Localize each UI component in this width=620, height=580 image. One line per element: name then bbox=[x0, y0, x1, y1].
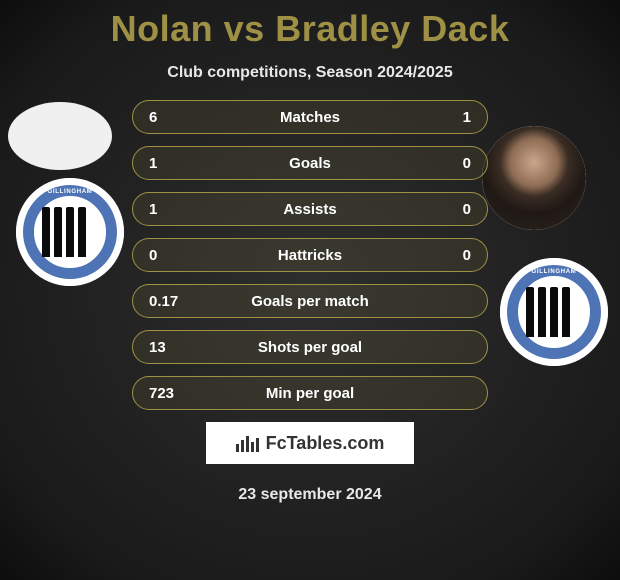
club-badge-right: GILLINGHAM bbox=[500, 258, 608, 366]
footer-date: 23 september 2024 bbox=[0, 486, 620, 504]
player-left-avatar bbox=[8, 102, 112, 170]
stat-label: Min per goal bbox=[133, 385, 487, 402]
footer-brand-text: FcTables.com bbox=[266, 433, 385, 454]
stat-label: Matches bbox=[133, 109, 487, 126]
stat-label: Shots per goal bbox=[133, 339, 487, 356]
stats-table: 6 Matches 1 1 Goals 0 1 Assists 0 0 Hatt… bbox=[132, 100, 488, 410]
horse-icon bbox=[83, 211, 109, 239]
badge-text: GILLINGHAM bbox=[507, 269, 601, 275]
footer-brand-badge: FcTables.com bbox=[206, 422, 414, 464]
page-title: Nolan vs Bradley Dack bbox=[0, 0, 620, 50]
stat-row: 6 Matches 1 bbox=[132, 100, 488, 134]
stat-label: Assists bbox=[133, 201, 487, 218]
stat-label: Goals bbox=[133, 155, 487, 172]
stat-row: 0.17 Goals per match bbox=[132, 284, 488, 318]
stat-label: Hattricks bbox=[133, 247, 487, 264]
player-right-avatar bbox=[482, 126, 586, 230]
bars-chart-icon bbox=[236, 434, 260, 452]
stat-row: 723 Min per goal bbox=[132, 376, 488, 410]
club-badge-left: GILLINGHAM bbox=[16, 178, 124, 286]
stat-row: 13 Shots per goal bbox=[132, 330, 488, 364]
stat-row: 1 Goals 0 bbox=[132, 146, 488, 180]
horse-icon bbox=[567, 291, 593, 319]
stat-row: 1 Assists 0 bbox=[132, 192, 488, 226]
subtitle: Club competitions, Season 2024/2025 bbox=[0, 64, 620, 82]
stat-row: 0 Hattricks 0 bbox=[132, 238, 488, 272]
badge-text: GILLINGHAM bbox=[23, 189, 117, 195]
stat-label: Goals per match bbox=[133, 293, 487, 310]
